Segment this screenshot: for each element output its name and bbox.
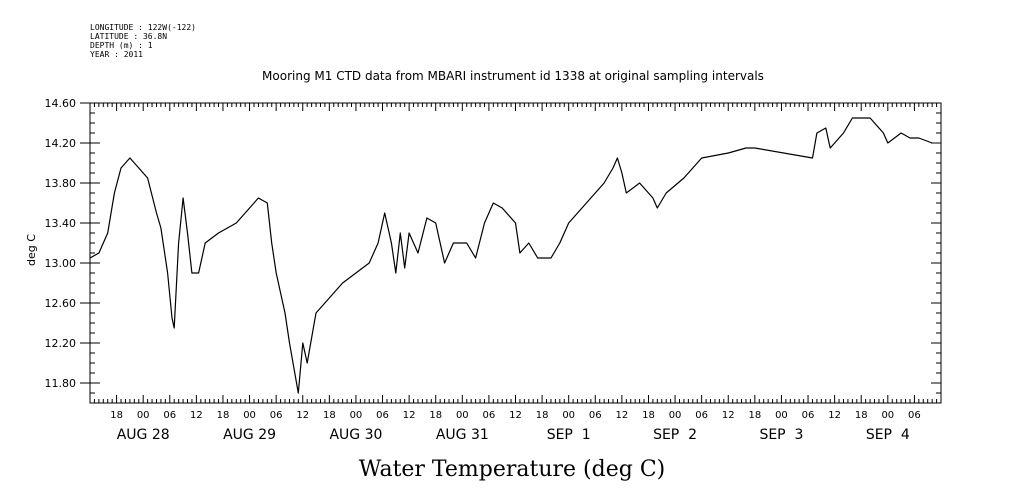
y-tick-label: 13.80: [45, 177, 77, 190]
x-hour-label: 12: [509, 410, 522, 421]
x-day-label: SEP 3: [759, 427, 803, 443]
meta-latitude: LATITUDE : 36.8N: [90, 32, 167, 41]
x-hour-label: 00: [350, 410, 363, 421]
meta-year: YEAR : 2011: [90, 50, 143, 59]
x-hour-label: 12: [403, 410, 416, 421]
x-hour-label: 00: [456, 410, 469, 421]
x-hour-label: 06: [908, 410, 921, 421]
x-hour-label: 12: [722, 410, 735, 421]
x-day-label: SEP 1: [547, 427, 591, 443]
x-hour-label: 12: [828, 410, 841, 421]
y-tick-label: 13.40: [45, 217, 77, 230]
y-tick-label: 14.60: [45, 97, 77, 110]
y-tick-label: 13.00: [45, 257, 77, 270]
x-day-label: AUG 29: [223, 427, 276, 443]
x-hour-label: 00: [137, 410, 150, 421]
x-hour-label: 06: [802, 410, 815, 421]
y-tick-label: 14.20: [45, 137, 77, 150]
y-tick-label: 12.20: [45, 337, 77, 350]
x-hour-label: 06: [376, 410, 389, 421]
x-hour-label: 00: [669, 410, 682, 421]
y-tick-label: 11.80: [45, 377, 77, 390]
x-day-label: AUG 30: [329, 427, 382, 443]
x-hour-label: 18: [748, 410, 761, 421]
x-day-label: SEP 4: [866, 427, 910, 443]
x-day-label: AUG 31: [436, 427, 489, 443]
y-axis-label: deg C: [25, 234, 38, 266]
y-tick-label: 12.60: [45, 297, 77, 310]
series-line-0: [89, 117, 933, 394]
x-hour-label: 18: [855, 410, 868, 421]
x-hour-label: 00: [243, 410, 256, 421]
chart-title: Mooring M1 CTD data from MBARI instrumen…: [262, 69, 764, 83]
axes: 11.80 12.20 12.60 13.00 13.40 13.80 14.20 14.60…: [45, 97, 942, 443]
x-day-label: SEP 2: [653, 427, 697, 443]
x-hour-label: 00: [562, 410, 575, 421]
x-hour-label: 12: [616, 410, 629, 421]
x-hour-label: 18: [323, 410, 336, 421]
x-hour-label: 18: [110, 410, 123, 421]
plot-frame: [89, 102, 942, 404]
x-hour-label: 12: [190, 410, 203, 421]
x-hour-label: 18: [642, 410, 655, 421]
x-hour-label: 18: [536, 410, 549, 421]
x-hour-label: 06: [695, 410, 708, 421]
series-group: [89, 117, 933, 394]
x-axis-label: Water Temperature (deg C): [359, 457, 666, 482]
x-hour-label: 00: [881, 410, 894, 421]
x-hour-label: 06: [163, 410, 176, 421]
x-hour-label: 12: [296, 410, 309, 421]
x-hour-label: 00: [775, 410, 788, 421]
meta-depth: DEPTH (m) : 1: [90, 41, 153, 50]
x-hour-label: 06: [270, 410, 283, 421]
x-hour-label: 18: [429, 410, 442, 421]
x-day-label: AUG 28: [117, 427, 170, 443]
x-hour-label: 18: [217, 410, 230, 421]
x-hour-label: 06: [483, 410, 496, 421]
meta-longitude: LONGITUDE : 122W(-122): [90, 23, 196, 32]
metadata-block: LONGITUDE : 122W(-122) LATITUDE : 36.8N …: [90, 23, 196, 59]
x-hour-label: 06: [589, 410, 602, 421]
